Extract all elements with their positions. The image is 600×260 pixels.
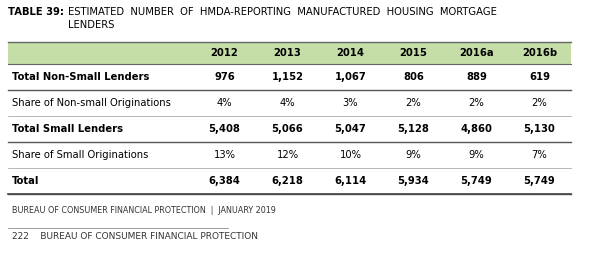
Text: 4,860: 4,860 [461, 124, 493, 134]
Text: 5,749: 5,749 [524, 176, 556, 186]
Text: 806: 806 [403, 72, 424, 82]
Text: 2016a: 2016a [459, 48, 494, 58]
Text: 2014: 2014 [337, 48, 365, 58]
Text: 13%: 13% [214, 150, 235, 160]
Text: Total: Total [12, 176, 40, 186]
Text: 2%: 2% [532, 98, 547, 108]
Text: 2012: 2012 [211, 48, 238, 58]
Text: 2013: 2013 [274, 48, 301, 58]
Text: 5,128: 5,128 [398, 124, 430, 134]
Text: 4%: 4% [217, 98, 232, 108]
Text: 619: 619 [529, 72, 550, 82]
Text: 6,218: 6,218 [272, 176, 304, 186]
Text: 4%: 4% [280, 98, 295, 108]
Text: 1,152: 1,152 [271, 72, 304, 82]
Text: 222    BUREAU OF CONSUMER FINANCIAL PROTECTION: 222 BUREAU OF CONSUMER FINANCIAL PROTECT… [12, 232, 258, 241]
Text: 3%: 3% [343, 98, 358, 108]
Text: 5,047: 5,047 [335, 124, 367, 134]
Text: 10%: 10% [340, 150, 361, 160]
Text: 5,934: 5,934 [398, 176, 430, 186]
Text: 7%: 7% [532, 150, 547, 160]
Text: 2016b: 2016b [522, 48, 557, 58]
Text: ESTIMATED  NUMBER  OF  HMDA-REPORTING  MANUFACTURED  HOUSING  MORTGAGE: ESTIMATED NUMBER OF HMDA-REPORTING MANUF… [68, 7, 497, 17]
Text: 5,130: 5,130 [524, 124, 556, 134]
Text: 5,749: 5,749 [461, 176, 493, 186]
Text: 12%: 12% [277, 150, 299, 160]
Text: 2%: 2% [406, 98, 421, 108]
Text: 976: 976 [214, 72, 235, 82]
Text: Total Non-Small Lenders: Total Non-Small Lenders [12, 72, 149, 82]
Text: 889: 889 [466, 72, 487, 82]
Text: Total Small Lenders: Total Small Lenders [12, 124, 123, 134]
Text: 9%: 9% [406, 150, 421, 160]
Text: 1,067: 1,067 [335, 72, 367, 82]
Text: 6,384: 6,384 [209, 176, 241, 186]
Text: 2015: 2015 [400, 48, 427, 58]
Text: 9%: 9% [469, 150, 484, 160]
Text: Share of Non-small Originations: Share of Non-small Originations [12, 98, 171, 108]
Text: TABLE 39:: TABLE 39: [8, 7, 64, 17]
Text: Share of Small Originations: Share of Small Originations [12, 150, 148, 160]
Text: BUREAU OF CONSUMER FINANCIAL PROTECTION  |  JANUARY 2019: BUREAU OF CONSUMER FINANCIAL PROTECTION … [12, 206, 276, 215]
Text: 5,408: 5,408 [209, 124, 241, 134]
Text: 5,066: 5,066 [272, 124, 304, 134]
Text: LENDERS: LENDERS [68, 20, 115, 30]
Text: 6,114: 6,114 [334, 176, 367, 186]
Text: 2%: 2% [469, 98, 484, 108]
Bar [8, 42, 571, 64]
